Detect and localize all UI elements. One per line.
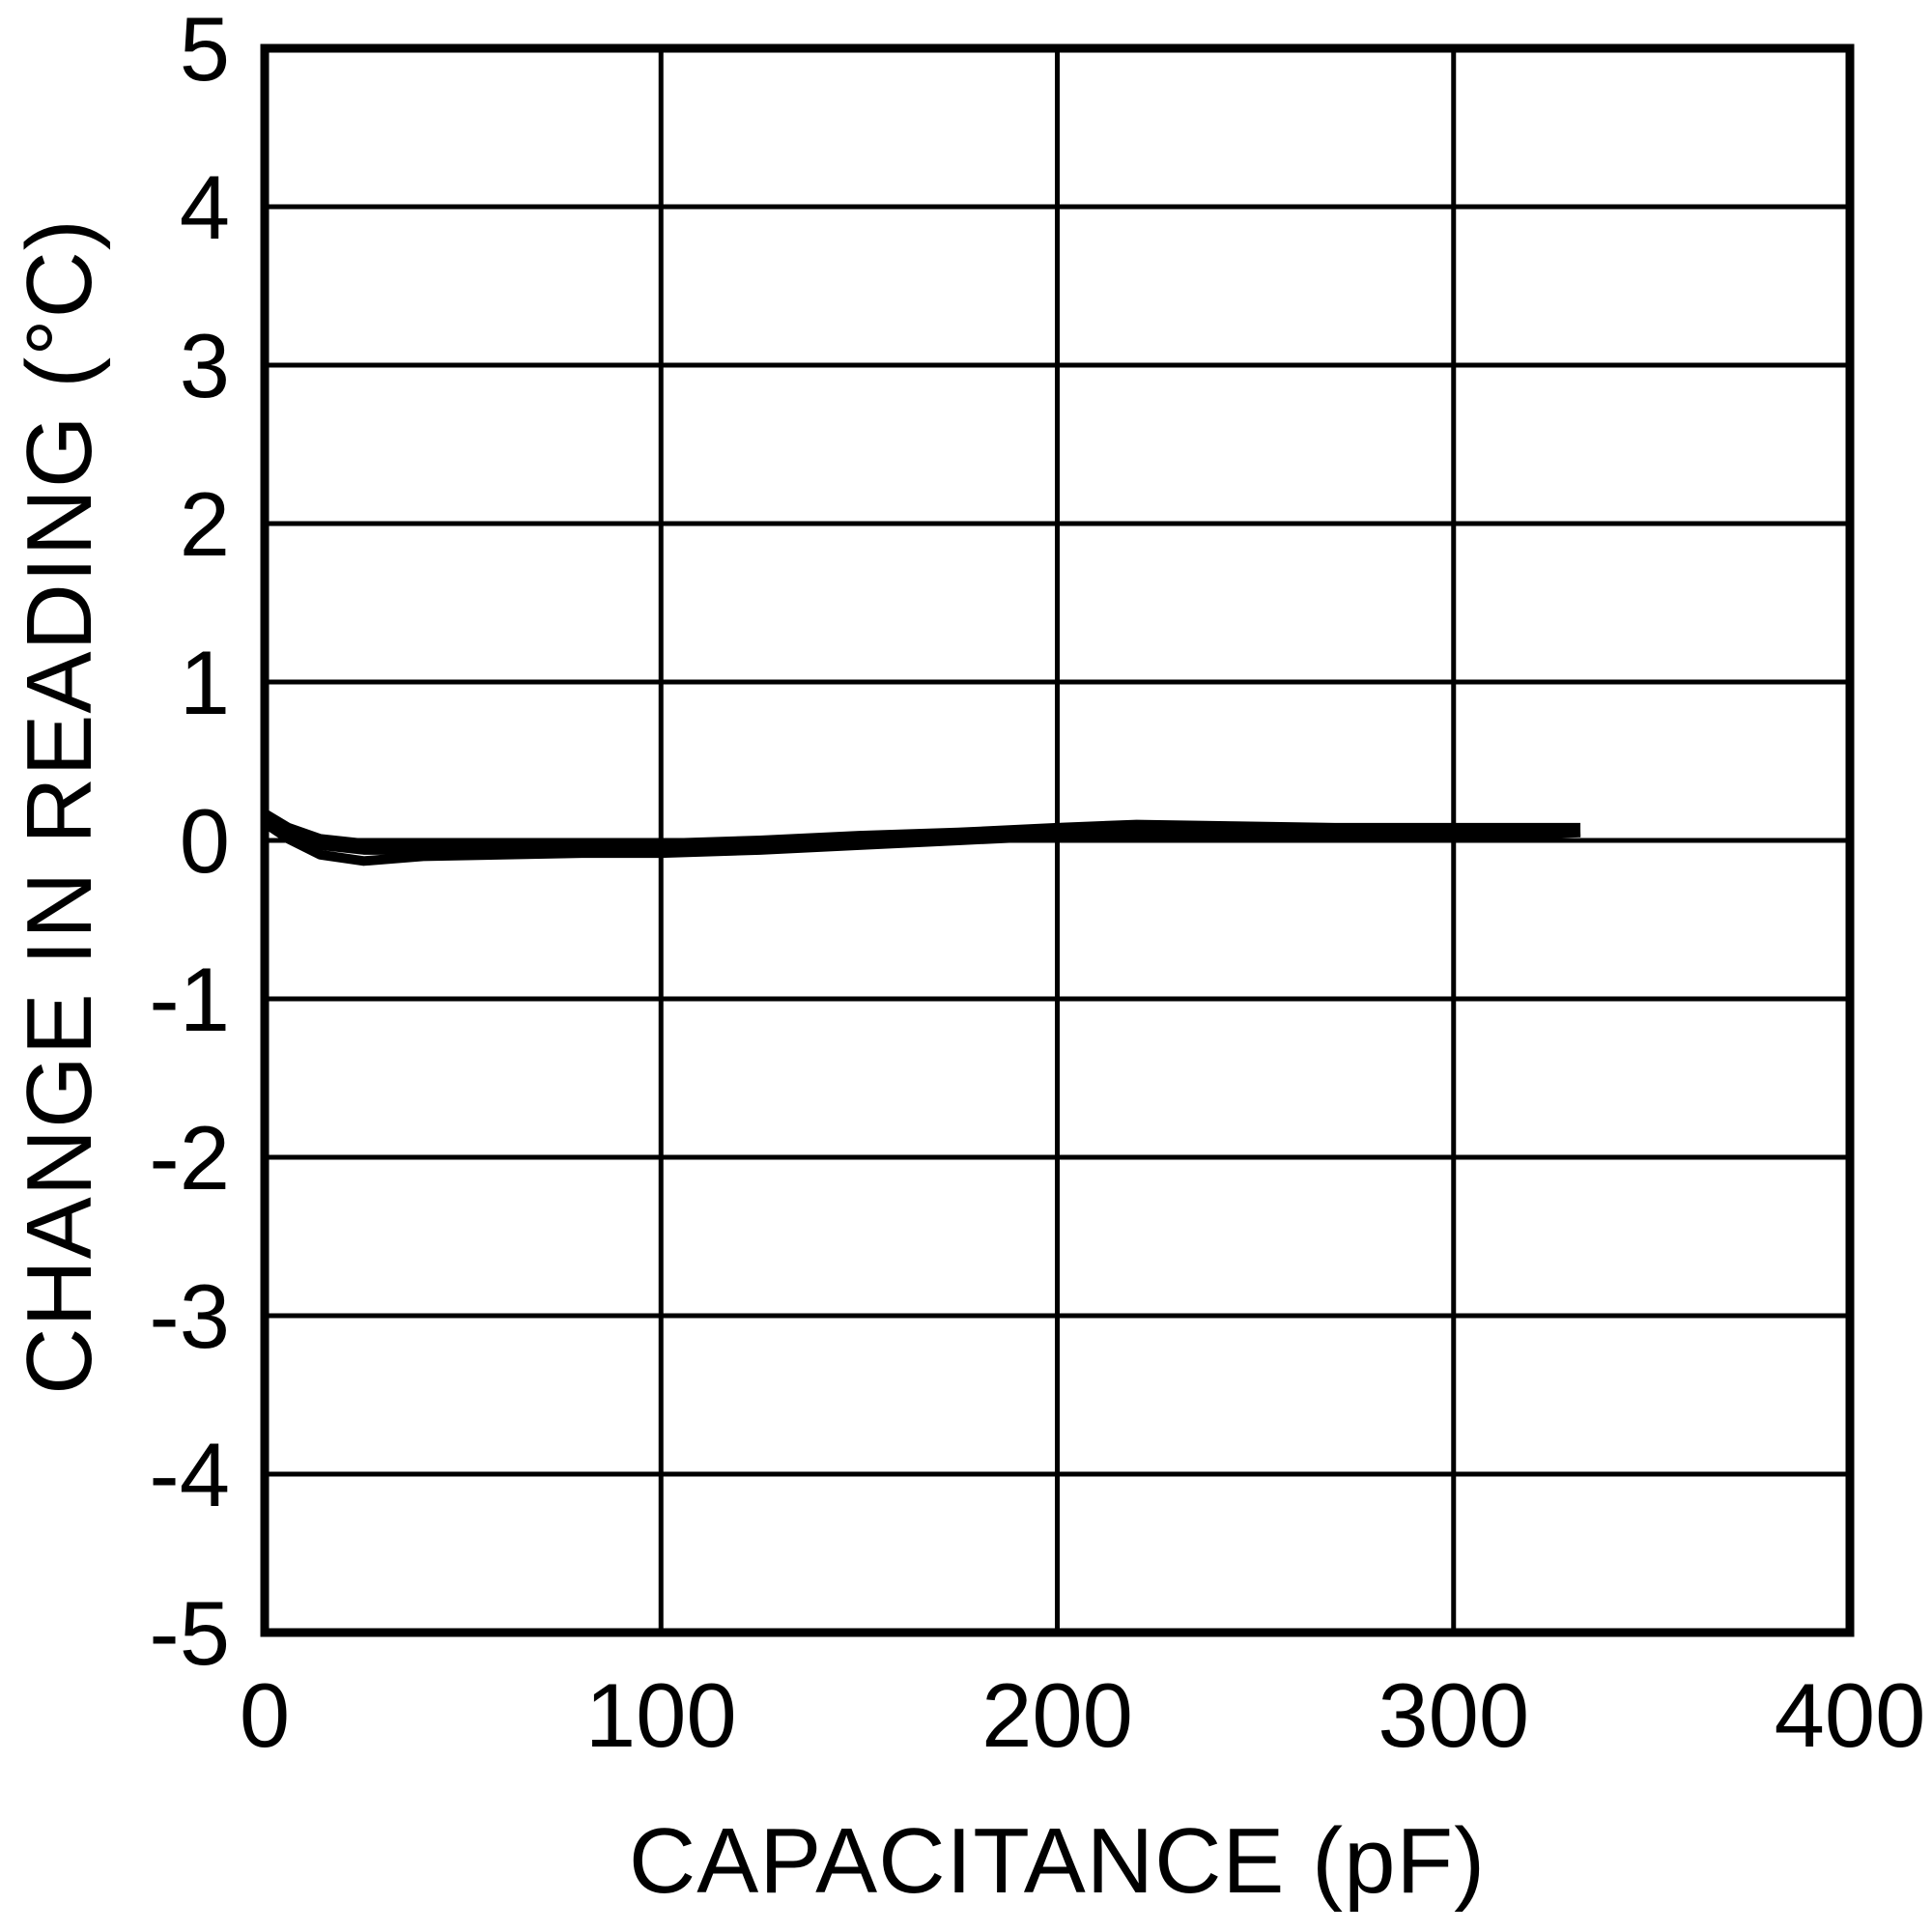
x-tick-label: 200 [981,1664,1133,1766]
x-tick-label: 400 [1775,1664,1926,1766]
plot-border [260,43,1855,1637]
y-tick-label: 2 [180,473,230,575]
y-tick-label: 5 [180,0,230,99]
y-tick-label: 1 [180,632,230,733]
y-tick-label: -2 [149,1107,230,1208]
y-tick-label: 3 [180,315,230,416]
y-tick-label: 4 [180,156,230,258]
y-tick-label: -1 [149,949,230,1050]
y-tick-label: 0 [180,790,230,892]
y-axis-title: CHANGE IN READING (°C) [8,218,111,1395]
series-unit-3 [262,818,1581,867]
x-tick-label: 0 [240,1664,290,1766]
y-tick-label: -3 [149,1265,230,1367]
x-tick-label: 100 [585,1664,737,1766]
x-axis-title: CAPACITANCE (pF) [628,1809,1487,1913]
x-tick-label: 300 [1378,1664,1529,1766]
y-tick-label: -4 [149,1424,230,1525]
y-tick-label: -5 [149,1582,230,1684]
